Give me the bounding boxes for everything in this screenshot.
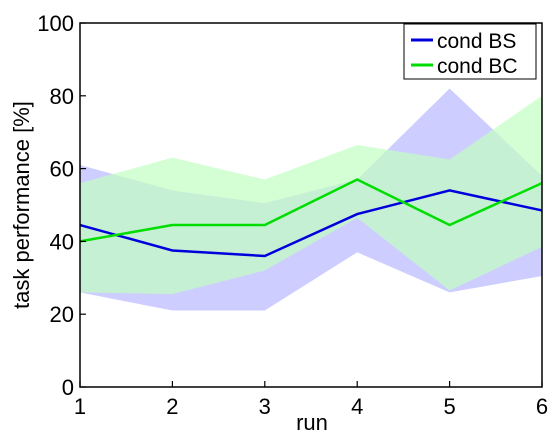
x-axis-label: run	[296, 410, 328, 432]
y-tick-label: 100	[37, 11, 74, 36]
x-tick-label: 1	[74, 394, 86, 419]
y-tick-label: 80	[50, 84, 74, 109]
legend: cond BS cond BC	[403, 23, 537, 80]
y-tick-label: 40	[50, 229, 74, 254]
x-tick-labels: 1 2 3 4 5 6	[74, 394, 548, 419]
y-tick-label: 60	[50, 157, 74, 182]
y-tick-label: 0	[62, 375, 74, 400]
series-lines	[79, 178, 543, 258]
series-line-cond-bs	[79, 189, 543, 258]
x-tick-label: 2	[166, 394, 178, 419]
axis-ticks	[79, 22, 543, 388]
x-tick-label: 3	[259, 394, 271, 419]
band-cond-bc	[80, 95, 542, 295]
y-tick-labels: 0 20 40 60 80 100	[37, 11, 74, 400]
legend-label-cond-bs: cond BS	[437, 30, 516, 53]
y-tick-label: 20	[50, 302, 74, 327]
x-tick-label: 5	[443, 394, 455, 419]
legend-label-cond-bc: cond BC	[437, 55, 518, 78]
x-tick-label: 6	[536, 394, 548, 419]
confidence-bands	[80, 88, 542, 311]
y-axis-label: task performance [%]	[9, 101, 34, 309]
x-tick-label: 4	[351, 394, 363, 419]
plot-frame	[79, 22, 543, 388]
series-line-cond-bc	[79, 178, 543, 243]
legend-box	[403, 23, 537, 80]
